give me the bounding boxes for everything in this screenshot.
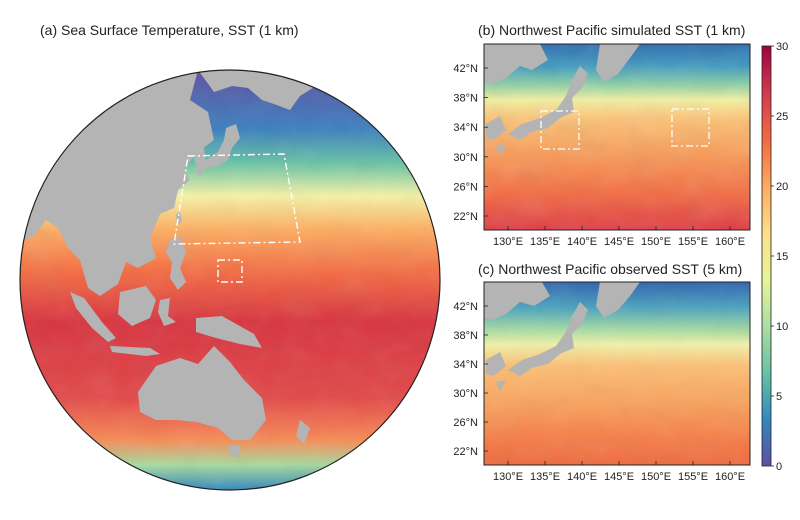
observed-sst-map [483, 281, 751, 466]
observed-map-lon-tick-label: 130°E [493, 471, 523, 483]
colorbar-tick-label: 25 [776, 111, 788, 123]
colorbar-tick-label: 10 [776, 321, 788, 333]
globe-study-region-boxes [173, 153, 301, 283]
colorbar-tick-label: 15 [776, 251, 788, 263]
simulated-map-lon-tick-label: 155°E [678, 236, 708, 248]
observed-map-lon-tick-label: 150°E [641, 471, 671, 483]
simulated-map-lon-tick-label: 130°E [493, 236, 523, 248]
simulated-map-lon-tick-label: 160°E [715, 236, 745, 248]
simulated-map-lat-tick-label: 30°N [453, 152, 478, 164]
simulated-map-lat-tick-label: 34°N [453, 122, 478, 134]
observed-map-lat-tick-label: 34°N [453, 359, 478, 371]
observed-map-lon-tick-label: 155°E [678, 471, 708, 483]
simulated-map-title: (b) Northwest Pacific simulated SST (1 k… [478, 22, 746, 38]
globe-panel [19, 69, 441, 491]
colorbar-tick-label: 20 [776, 181, 788, 193]
globe-panel-title: (a) Sea Surface Temperature, SST (1 km) [40, 22, 299, 38]
simulated-map-region-boxes [540, 108, 710, 150]
colorbar-tick-label: 0 [776, 461, 782, 473]
observed-map-lat-tick-label: 30°N [453, 388, 478, 400]
observed-map-lon-tick-label: 160°E [715, 471, 745, 483]
observed-map-lon-tick-label: 140°E [567, 471, 597, 483]
observed-map-title: (c) Northwest Pacific observed SST (5 km… [478, 261, 743, 277]
observed-map-lat-tick-label: 38°N [453, 330, 478, 342]
observed-map-land [484, 282, 640, 392]
observed-map-axes: 42°N 38°N 34°N 30°N 26°N 22°N 130°E 135°E 140°E 1… [453, 301, 745, 483]
simulated-sst-map [483, 43, 751, 231]
colorbar: 30 25 20 15 10 5 0 [761, 41, 788, 473]
simulated-map-axes: 42°N 38°N 34°N 30°N 26°N 22°N 130°E 135°E 140°E 1… [453, 63, 745, 248]
simulated-map-lat-tick-label: 22°N [453, 211, 478, 223]
simulated-map-land [484, 44, 640, 156]
simulated-map-lat-tick-label: 26°N [453, 181, 478, 193]
observed-map-lat-tick-label: 26°N [453, 417, 478, 429]
colorbar-scale [761, 45, 772, 467]
simulated-map-lat-tick-label: 42°N [453, 63, 478, 75]
simulated-map-lon-tick-label: 145°E [604, 236, 634, 248]
simulated-map-lon-tick-label: 150°E [641, 236, 671, 248]
observed-map-lat-tick-label: 22°N [453, 446, 478, 458]
simulated-map-lat-tick-label: 38°N [453, 93, 478, 105]
simulated-map-lon-tick-label: 135°E [530, 236, 560, 248]
colorbar-ticks: 30 25 20 15 10 5 0 [771, 41, 788, 473]
observed-map-lon-tick-label: 145°E [604, 471, 634, 483]
observed-map-lon-tick-label: 135°E [530, 471, 560, 483]
colorbar-tick-label: 5 [776, 391, 782, 403]
observed-map-lat-tick-label: 42°N [453, 301, 478, 313]
colorbar-tick-label: 30 [776, 41, 788, 53]
simulated-map-lon-tick-label: 140°E [567, 236, 597, 248]
